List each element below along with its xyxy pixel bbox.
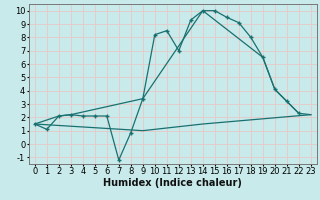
X-axis label: Humidex (Indice chaleur): Humidex (Indice chaleur) — [103, 178, 242, 188]
